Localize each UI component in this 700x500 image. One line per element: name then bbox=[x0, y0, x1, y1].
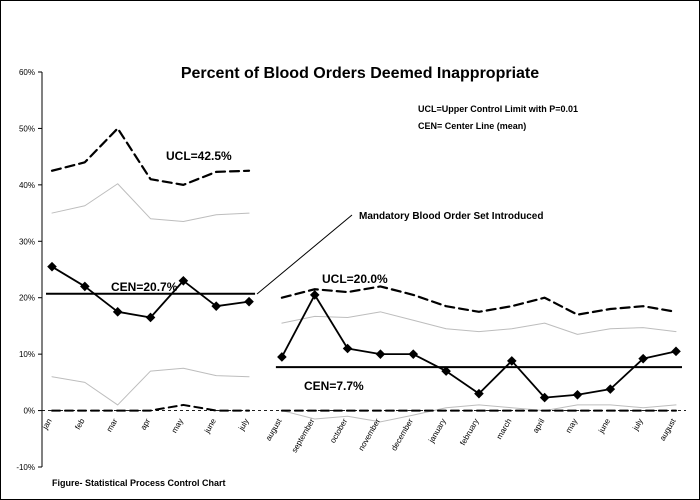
data-point-marker bbox=[145, 312, 156, 323]
legend-ucl-definition: UCL=Upper Control Limit with P=0.01 bbox=[418, 104, 578, 114]
data-point-marker bbox=[441, 366, 451, 376]
data-point-marker bbox=[671, 346, 681, 357]
y-tick-label: 30% bbox=[19, 237, 35, 246]
data-point-marker bbox=[178, 275, 189, 286]
data-point-marker bbox=[342, 343, 353, 354]
cen-before-label: CEN=20.7% bbox=[111, 280, 178, 294]
data-point-marker bbox=[47, 261, 57, 272]
figure-caption: Figure- Statistical Process Control Char… bbox=[52, 478, 226, 488]
chart-title: Percent of Blood Orders Deemed Inappropr… bbox=[181, 65, 539, 82]
intervention-leader-line bbox=[256, 214, 353, 295]
data-point-marker bbox=[605, 384, 616, 394]
ucl-before-label: UCL=42.5% bbox=[166, 149, 232, 163]
data-point-marker bbox=[244, 296, 254, 307]
y-tick-label: 40% bbox=[19, 181, 35, 190]
y-tick-label: 0% bbox=[23, 407, 35, 416]
data-point-marker bbox=[211, 301, 222, 311]
lower-sigma-line-phase-1 bbox=[51, 367, 250, 406]
y-tick-label: 50% bbox=[19, 124, 35, 133]
cen-after-label: CEN=7.7% bbox=[304, 379, 364, 393]
y-tick-label: -10% bbox=[16, 463, 35, 472]
data-point-marker bbox=[539, 392, 550, 403]
data-point-marker bbox=[277, 352, 287, 362]
y-tick-label: 60% bbox=[19, 68, 35, 77]
y-tick-label: 20% bbox=[19, 294, 35, 303]
data-point-marker bbox=[572, 389, 583, 400]
data-point-marker bbox=[80, 281, 90, 292]
lower-sigma-line-phase-2 bbox=[281, 404, 677, 423]
data-point-marker bbox=[506, 356, 517, 366]
ucl-line-phase-2 bbox=[280, 285, 678, 316]
data-point-marker bbox=[474, 388, 484, 399]
data-point-marker bbox=[309, 290, 320, 300]
ucl-after-label: UCL=20.0% bbox=[322, 272, 388, 286]
intervention-annotation: Mandatory Blood Order Set Introduced bbox=[359, 211, 543, 222]
ucl-line-phase-1 bbox=[50, 127, 251, 186]
lcl-line-phase-1 bbox=[51, 403, 251, 412]
data-point-marker bbox=[112, 307, 123, 317]
legend-cen-definition: CEN= Center Line (mean) bbox=[418, 121, 526, 131]
data-point-marker bbox=[375, 349, 386, 359]
upper-sigma-line-phase-1 bbox=[51, 183, 250, 223]
y-tick-label: 10% bbox=[19, 350, 35, 359]
upper-sigma-line-phase-2 bbox=[281, 311, 677, 335]
data-point-marker bbox=[638, 353, 648, 364]
data-point-marker bbox=[408, 349, 419, 359]
